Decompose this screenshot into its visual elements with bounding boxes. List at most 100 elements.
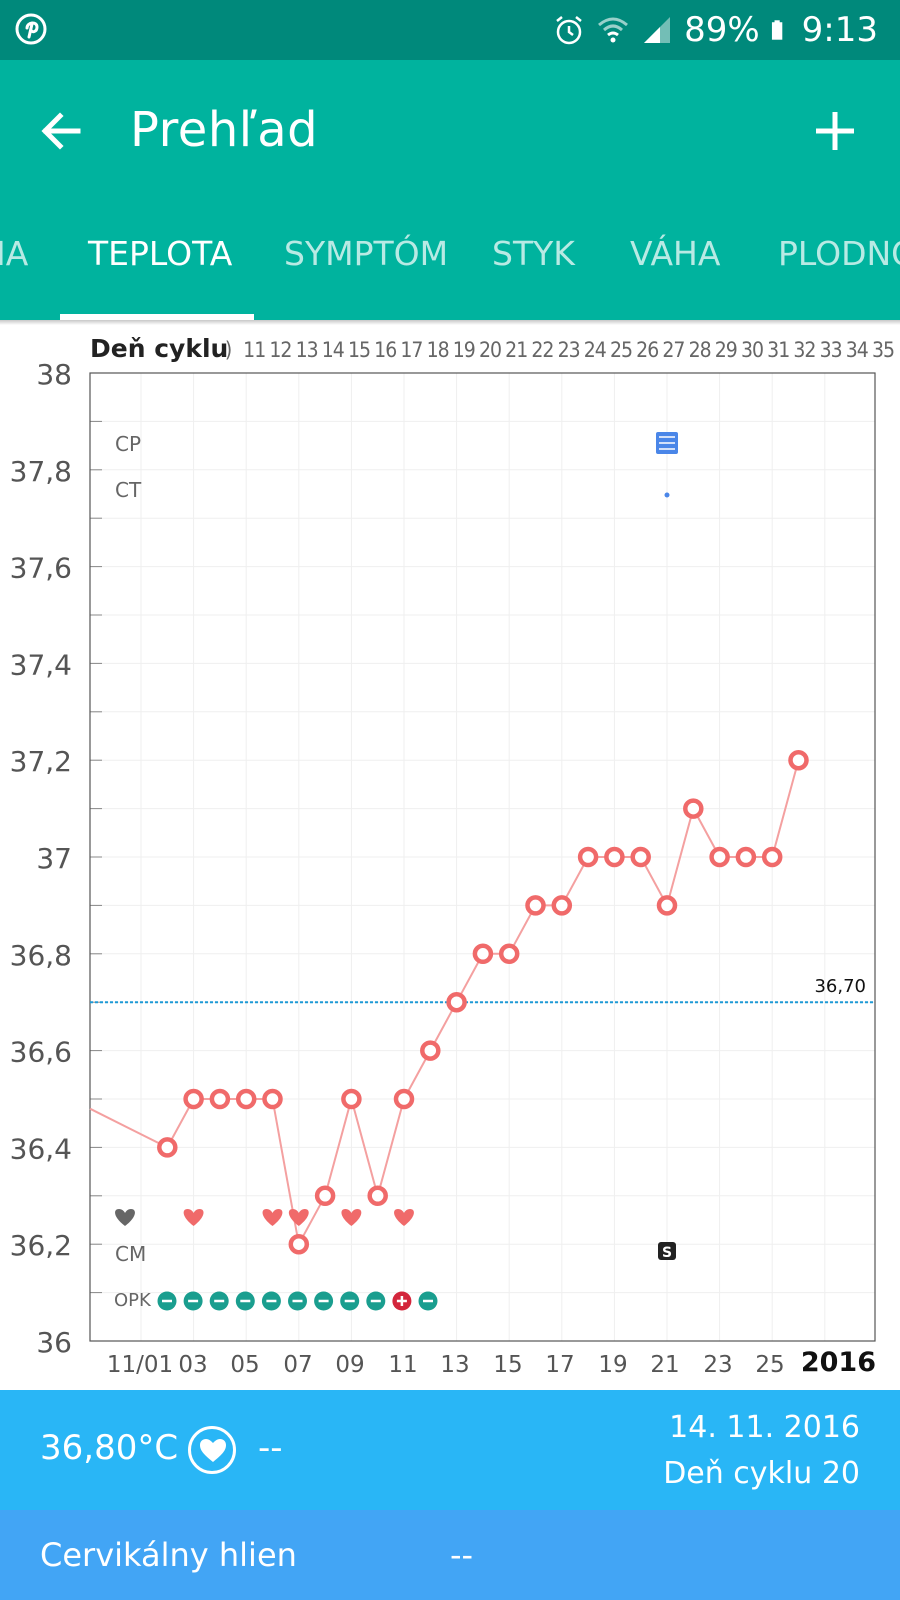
cycle-day-label: 13 <box>296 338 318 362</box>
temperature-point <box>475 946 491 962</box>
status-icons: 89% 9:13 <box>552 6 878 54</box>
x-tick-label: 17 <box>545 1352 574 1378</box>
temperature-point <box>317 1188 333 1204</box>
temperature-point <box>791 752 807 768</box>
y-tick-label: 36,2 <box>10 1229 72 1262</box>
x-tick-label: 03 <box>178 1352 207 1378</box>
cervical-mucus-value: -- <box>450 1536 473 1574</box>
y-tick-label: 36,8 <box>10 939 72 972</box>
app-bar: Prehľad <box>0 60 900 200</box>
temperature-point <box>396 1091 412 1107</box>
status-bar: 89% 9:13 <box>0 0 900 60</box>
temperature-chart[interactable]: 36 36,2 36,4 36,6 36,8 37 37,2 37,4 37,6 37,8 38 De… <box>0 325 900 1390</box>
cycle-day-label: 14 <box>322 338 344 362</box>
cervical-mucus-row[interactable]: Cervikálny hlien -- <box>0 1510 900 1600</box>
row-label-opk: OPK <box>114 1290 152 1311</box>
temperature-point <box>528 897 544 913</box>
cycle-day-label: 19 <box>453 338 475 362</box>
cycle-day-header: Deň cyklu <box>90 334 228 363</box>
tab-styk[interactable]: STYK <box>492 234 575 273</box>
x-tick-label: 15 <box>493 1352 522 1378</box>
cycle-day-label: 15 <box>348 338 370 362</box>
temperature-point <box>186 1091 202 1107</box>
cycle-day-label: 21 <box>505 338 527 362</box>
y-tick-label: 37,6 <box>10 552 72 585</box>
cycle-day-label: 23 <box>558 338 580 362</box>
cycle-day-label: ) <box>225 338 231 362</box>
tab-teplota[interactable]: TEPLOTA <box>88 234 232 273</box>
alarm-icon <box>552 13 586 47</box>
temperature-point <box>712 849 728 865</box>
temperature-point <box>422 1043 438 1059</box>
signal-icon <box>640 13 674 47</box>
intercourse-button[interactable] <box>188 1426 236 1474</box>
x-tick-label: 11/01 <box>107 1352 173 1378</box>
battery-percent: 89% <box>684 10 760 50</box>
cycle-day-label: 32 <box>793 338 815 362</box>
temperature-point <box>633 849 649 865</box>
tab-bar: IA TEPLOTA SYMPTÓM STYK VÁHA PLODNO <box>0 200 900 320</box>
wifi-icon <box>596 13 630 47</box>
x-tick-label: 09 <box>335 1352 364 1378</box>
tab-plodnost[interactable]: PLODNO <box>778 234 900 273</box>
temperature-point <box>291 1236 307 1252</box>
cervical-mucus-label: Cervikálny hlien <box>40 1536 297 1574</box>
tab-symptom[interactable]: SYMPTÓM <box>284 234 448 273</box>
temperature-point <box>449 994 465 1010</box>
row-label-ct: CT <box>115 478 142 502</box>
x-tick-label: 19 <box>598 1352 627 1378</box>
y-tick-label: 38 <box>36 358 72 391</box>
coverline-label: 36,70 <box>814 976 866 997</box>
temperature-point <box>685 801 701 817</box>
temperature-point <box>738 849 754 865</box>
cm-marker-label: S <box>662 1245 672 1261</box>
selected-date: 14. 11. 2016 <box>669 1410 860 1445</box>
heart-icon <box>115 1209 135 1226</box>
y-tick-label: 37,8 <box>10 455 72 488</box>
cycle-day-label: 26 <box>636 338 658 362</box>
cp-marker-list-icon <box>656 432 678 454</box>
cycle-day-label: 31 <box>767 338 789 362</box>
clock: 9:13 <box>802 10 878 50</box>
y-tick-label: 36 <box>36 1326 72 1359</box>
y-tick-label: 36,4 <box>10 1132 72 1165</box>
temperature-point <box>764 849 780 865</box>
cycle-day-label: 11 <box>243 338 265 362</box>
x-tick-label: 07 <box>283 1352 312 1378</box>
plus-icon[interactable] <box>810 106 860 156</box>
temperature-point <box>580 849 596 865</box>
x-tick-label: 13 <box>440 1352 469 1378</box>
cycle-day-label: 18 <box>427 338 449 362</box>
cycle-day-label: 28 <box>689 338 711 362</box>
cycle-day-label: 22 <box>531 338 553 362</box>
cycle-day-label: 17 <box>400 338 422 362</box>
cycle-day-label: 30 <box>741 338 763 362</box>
row-label-cm: CM <box>115 1242 146 1266</box>
x-tick-label: 21 <box>650 1352 679 1378</box>
heart-icon <box>199 1438 227 1464</box>
y-tick-label: 37,2 <box>10 745 72 778</box>
cycle-day-label: 25 <box>610 338 632 362</box>
tab-ia[interactable]: IA <box>0 234 28 273</box>
x-tick-label: 11 <box>388 1352 417 1378</box>
temperature-point <box>212 1091 228 1107</box>
page-title: Prehľad <box>130 102 318 158</box>
tab-vaha[interactable]: VÁHA <box>630 234 720 273</box>
cycle-day-label: 33 <box>820 338 842 362</box>
selected-day-info: 36,80°C -- 14. 11. 2016 Deň cyklu 20 <box>0 1390 900 1510</box>
y-tick-label: 37 <box>36 842 72 875</box>
temperature-point <box>343 1091 359 1107</box>
year-label: 2016 <box>801 1347 876 1378</box>
cycle-day-label: 20 <box>479 338 501 362</box>
temperature-point <box>238 1091 254 1107</box>
pinterest-icon <box>14 12 48 46</box>
temperature-point <box>265 1091 281 1107</box>
arrow-back-icon[interactable] <box>36 106 86 156</box>
cycle-day-label: 16 <box>374 338 396 362</box>
temperature-point <box>659 897 675 913</box>
temperature-point <box>606 849 622 865</box>
temperature-point <box>501 946 517 962</box>
selected-cycle-day: Deň cyklu 20 <box>663 1456 860 1491</box>
temperature-value: 36,80°C <box>40 1428 178 1468</box>
heart-icon <box>263 1209 283 1226</box>
